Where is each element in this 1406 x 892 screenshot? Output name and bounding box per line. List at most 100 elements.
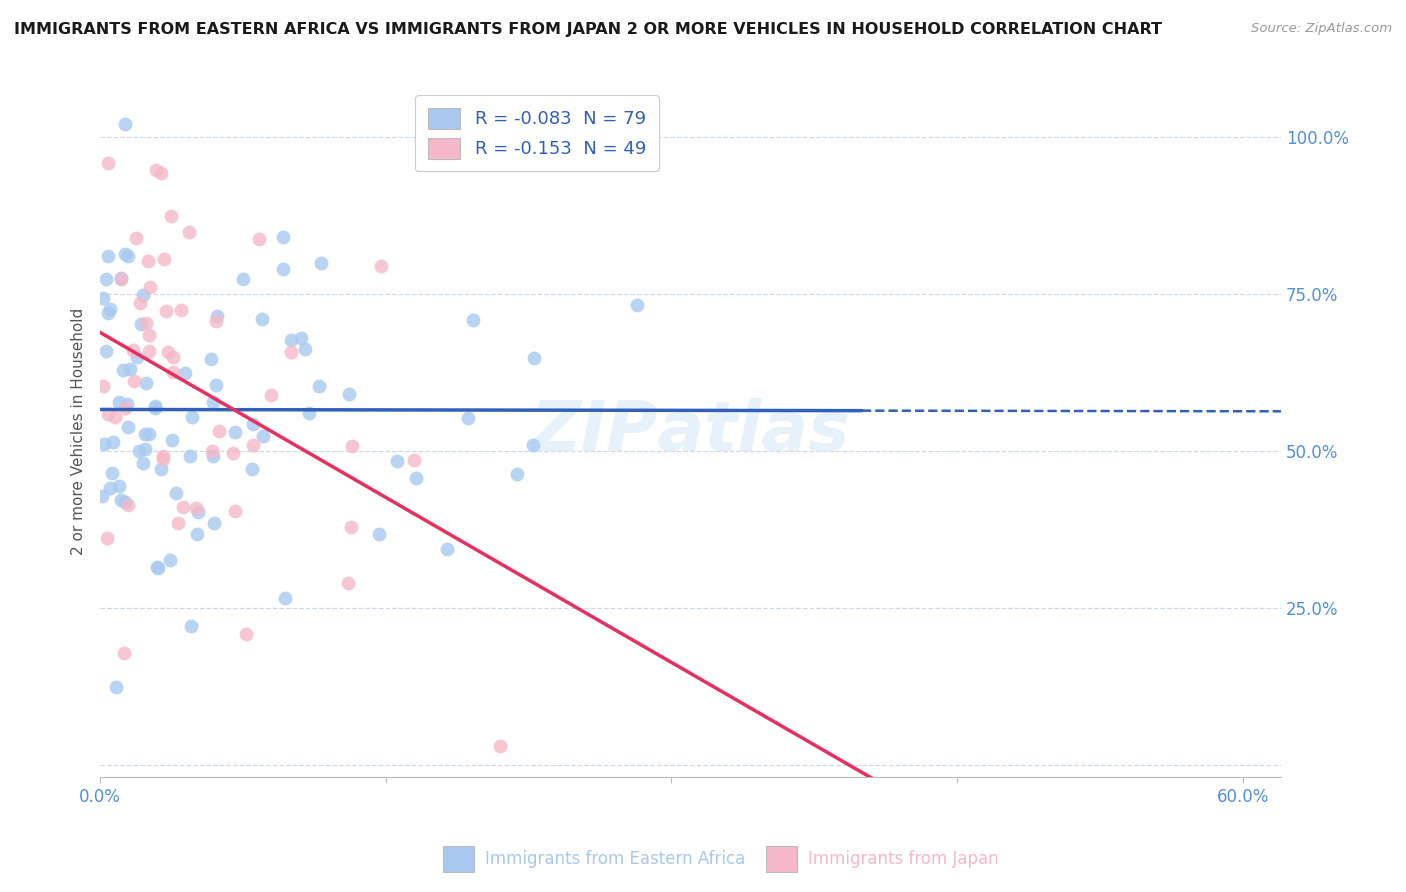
Point [489, 739, 512, 753]
Point [152, 449, 174, 463]
Point [94, 344, 117, 359]
Point [290, 331, 312, 345]
Point [173, 366, 195, 380]
Point [271, 230, 294, 244]
Point [91, 291, 114, 305]
Point [107, 394, 129, 409]
Point [96, 306, 118, 320]
Point [337, 386, 360, 401]
Point [128, 443, 150, 458]
Point [152, 451, 174, 466]
Point [143, 401, 166, 415]
Point [125, 231, 148, 245]
Point [115, 397, 138, 411]
Point [149, 165, 172, 179]
Text: Immigrants from Eastern Africa: Immigrants from Eastern Africa [485, 850, 745, 868]
Point [235, 627, 257, 641]
Point [170, 302, 193, 317]
Point [404, 452, 426, 467]
Point [110, 271, 132, 285]
Point [506, 467, 529, 482]
Point [98, 481, 121, 495]
Point [522, 438, 544, 452]
Point [224, 425, 246, 440]
Point [132, 287, 155, 301]
Point [122, 374, 145, 388]
Point [340, 439, 363, 453]
Point [128, 295, 150, 310]
Bar [766, 846, 797, 872]
Point [461, 312, 484, 326]
Point [308, 379, 330, 393]
Point [172, 500, 194, 514]
Point [135, 316, 157, 330]
Point [138, 344, 160, 359]
Point [200, 351, 222, 366]
Point [150, 462, 173, 476]
Point [523, 351, 546, 365]
Point [436, 542, 458, 557]
Point [387, 454, 409, 468]
Point [96, 531, 118, 545]
Point [145, 163, 167, 178]
Point [252, 429, 274, 443]
Point [162, 350, 184, 364]
Point [159, 553, 181, 567]
Point [280, 345, 302, 359]
Point [240, 462, 263, 476]
Point [181, 410, 204, 425]
Point [280, 334, 302, 348]
Point [405, 471, 427, 485]
Point [91, 489, 114, 503]
Y-axis label: 2 or more Vehicles in Household: 2 or more Vehicles in Household [72, 308, 86, 556]
Point [97, 407, 120, 421]
Point [208, 425, 231, 439]
Legend: R = -0.083  N = 79, R = -0.153  N = 49: R = -0.083 N = 79, R = -0.153 N = 49 [415, 95, 659, 171]
Point [148, 561, 170, 575]
Point [134, 442, 156, 456]
Point [340, 520, 363, 534]
Point [135, 376, 157, 391]
Point [179, 225, 201, 239]
Point [202, 450, 225, 464]
Point [242, 417, 264, 432]
Point [250, 311, 273, 326]
Point [101, 435, 124, 450]
Point [157, 344, 180, 359]
Point [114, 247, 136, 261]
Text: IMMIGRANTS FROM EASTERN AFRICA VS IMMIGRANTS FROM JAPAN 2 OR MORE VEHICLES IN HO: IMMIGRANTS FROM EASTERN AFRICA VS IMMIGR… [14, 22, 1163, 37]
Point [91, 378, 114, 392]
Point [205, 314, 228, 328]
Point [153, 252, 176, 266]
Point [117, 249, 139, 263]
Point [97, 249, 120, 263]
Point [132, 456, 155, 470]
Point [114, 117, 136, 131]
Point [207, 310, 229, 324]
Point [180, 619, 202, 633]
Point [370, 259, 392, 273]
Point [205, 378, 228, 392]
Point [242, 438, 264, 452]
Point [114, 495, 136, 509]
Point [143, 399, 166, 413]
Text: Immigrants from Japan: Immigrants from Japan [808, 850, 1000, 868]
Point [626, 298, 648, 312]
Point [136, 254, 159, 268]
Point [160, 433, 183, 447]
Point [129, 317, 152, 331]
Point [122, 343, 145, 357]
Point [118, 361, 141, 376]
Point [247, 232, 270, 246]
Point [166, 516, 188, 530]
Point [159, 209, 181, 223]
Point [127, 350, 149, 364]
Point [260, 388, 283, 402]
Point [187, 505, 209, 519]
Point [201, 443, 224, 458]
Point [155, 304, 177, 318]
Point [98, 302, 121, 317]
Point [201, 394, 224, 409]
Point [104, 409, 127, 424]
Point [294, 343, 316, 357]
